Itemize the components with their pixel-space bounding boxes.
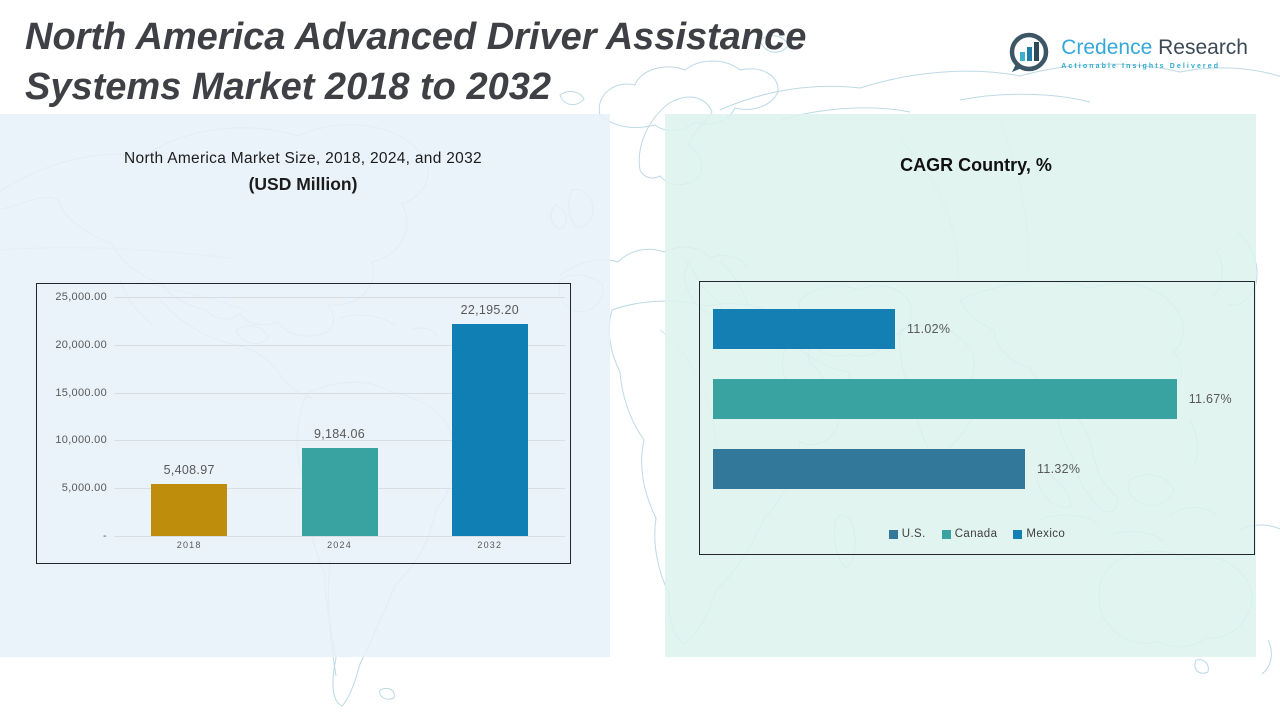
brand-name-secondary: Research [1158,36,1248,59]
legend-item-us: U.S. [888,528,926,540]
x-axis-category-label-2018: 2018 [176,540,202,550]
legend-swatch-canada [941,529,951,539]
bar-2018 [151,484,228,536]
cagr-chart-legend: U.S. Canada Mexico [700,528,1254,540]
bar-2024 [301,448,378,536]
gridline-15000 [114,392,565,394]
y-axis-tick-label: 25,000.00 [55,291,107,303]
hbar-data-label-canada: 11.67% [1188,392,1232,406]
y-axis-tick-label: 10,000.00 [55,434,107,447]
page-title-line1: North America Advanced Driver Assistance [25,16,807,58]
page-title-line2: Systems Market 2018 to 2032 [25,66,551,108]
legend-item-mexico: Mexico [1013,528,1065,540]
gridline-0 [114,536,565,537]
market-size-chart-title: North America Market Size, 2018, 2024, a… [36,150,570,195]
page-title: North America Advanced Driver Assistance… [25,12,806,112]
bar-value-label-2032: 22,195.20 [460,302,519,317]
legend-swatch-mexico [1013,529,1023,539]
credence-research-logo: Credence Research Actionable Insights De… [1006,30,1248,76]
x-axis-category-label-2024: 2024 [327,540,352,550]
legend-swatch-us [888,529,898,539]
hbar-canada [713,379,1177,419]
y-axis-tick-label: 20,000.00 [55,338,107,351]
bar-2032 [451,323,528,536]
brand-name: Credence Research [1061,36,1248,60]
y-axis-tick-label: 15,000.00 [55,386,107,399]
legend-label-canada: Canada [954,528,998,540]
hbar-mexico [713,309,895,349]
brand-name-primary: Credence [1061,36,1153,59]
y-axis-tick-label: - [103,530,107,542]
legend-item-canada: Canada [941,528,998,540]
gridline-10000 [114,440,565,442]
legend-label-us: U.S. [901,528,926,540]
hbar-data-label-mexico: 11.02% [907,322,951,336]
gridline-25000 [114,297,565,298]
logo-text: Credence Research Actionable Insights De… [1061,36,1248,70]
legend-label-mexico: Mexico [1026,528,1066,540]
market-size-chart-subtitle: (USD Million) [248,174,358,194]
y-axis-tick-label: 5,000.00 [61,482,107,495]
bar-chart-logo-icon [1009,32,1049,72]
hbar-data-label-us: 11.32% [1037,462,1081,476]
market-size-chart: - 5,000.00 10,000.00 15,000.00 20,000.00 25,0… [36,283,571,564]
market-size-chart-title-text: North America Market Size, 2018, 2024, a… [124,150,482,167]
cagr-chart: U.S. Canada Mexico 11.02% 11.67% 11.32% [699,281,1255,555]
brand-tagline: Actionable Insights Delivered [1061,63,1221,70]
hbar-us [713,449,1025,489]
x-axis-category-label-2032: 2032 [477,540,503,550]
cagr-chart-title: CAGR Country, % [900,155,1052,175]
bar-value-label-2018: 5,408.97 [163,463,215,478]
gridline-20000 [114,344,565,346]
bar-value-label-2024: 9,184.06 [313,427,366,442]
